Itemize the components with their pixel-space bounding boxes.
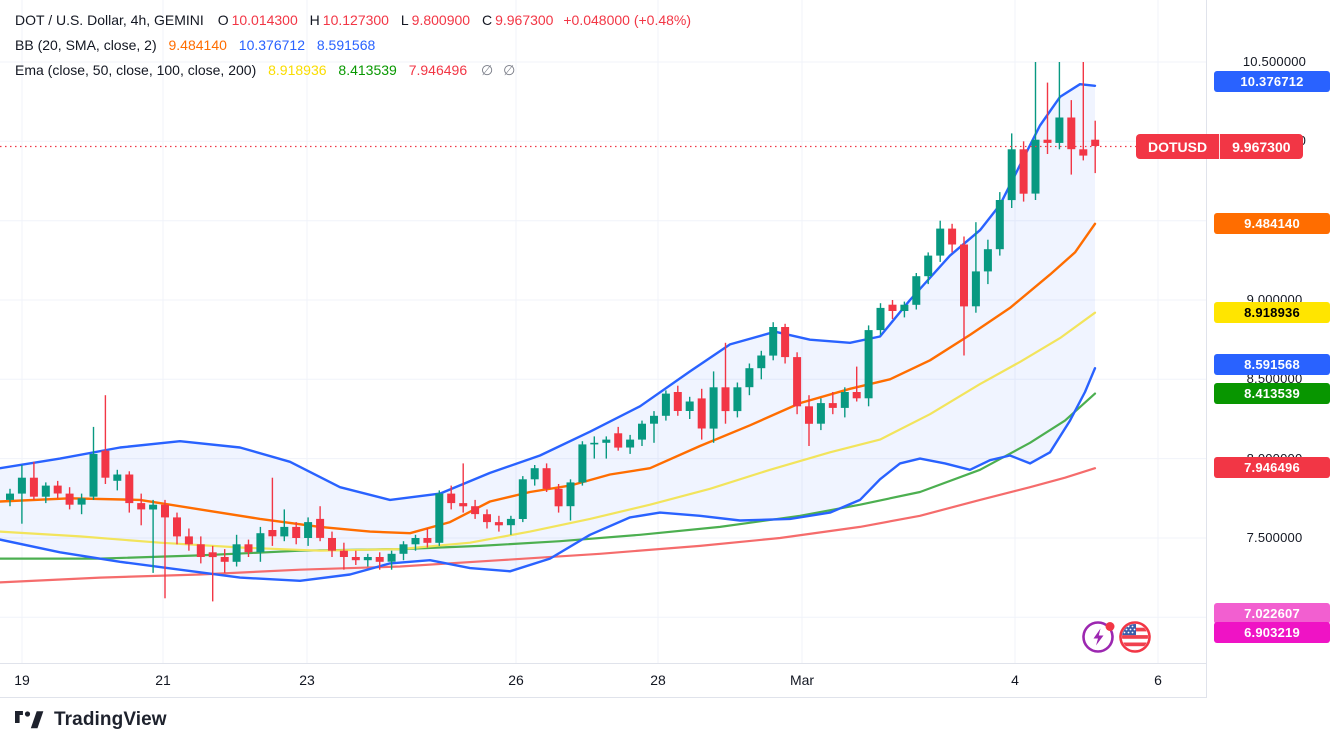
ema-label: Ema (close, 50, close, 100, close, 200)	[15, 62, 257, 78]
price-tick-label: 7.500000	[1246, 529, 1303, 545]
price-level-badge: 8.413539	[1214, 382, 1330, 404]
empty-set-icon: ∅	[481, 62, 494, 78]
price-level-badge: 6.903219	[1214, 622, 1330, 644]
high-value: 10.127300	[322, 12, 389, 28]
legend-symbol-row[interactable]: DOT / U.S. Dollar, 4h, GEMINI O 10.014300…	[15, 8, 694, 33]
high-label: H	[309, 12, 320, 28]
time-axis[interactable]: 19 21 23 26 28 Mar 4 6	[0, 663, 1206, 698]
chart-canvas[interactable]	[0, 0, 1206, 663]
price-level-badge: 9.484140	[1214, 212, 1330, 234]
us-flag-icon	[1119, 621, 1151, 653]
ema50-value: 8.918936	[268, 62, 327, 78]
bb-upper-value: 10.376712	[238, 37, 305, 53]
time-tick-label: 26	[508, 672, 524, 688]
time-tick-label: 23	[299, 672, 315, 688]
price-tick-label: 10.500000	[1242, 54, 1307, 69]
ema200-value: 7.946496	[408, 62, 468, 78]
price-level-badge: 8.591568	[1214, 354, 1330, 376]
close-value: 9.967300	[495, 12, 554, 28]
legend-ema-row[interactable]: Ema (close, 50, close, 100, close, 200) …	[15, 58, 694, 83]
open-value: 10.014300	[231, 12, 298, 28]
tradingview-wordmark: TradingView	[54, 709, 167, 730]
symbol-pair-icons	[1080, 617, 1153, 655]
price-level-badge: 7.946496	[1214, 456, 1330, 478]
close-label: C	[481, 12, 493, 28]
time-tick-label: 21	[155, 672, 171, 688]
tradingview-logo[interactable]: TradingView	[15, 709, 167, 731]
current-price-value: 9.967300	[1232, 138, 1291, 155]
time-tick-label: 6	[1154, 672, 1162, 688]
price-level-badge: 7.022607	[1214, 603, 1330, 625]
price-level-badge: 8.918936	[1214, 302, 1330, 324]
bb-basis-value: 9.484140	[168, 37, 227, 53]
low-label: L	[400, 12, 409, 28]
tradingview-glyph	[15, 710, 44, 728]
change-value: +0.048000 (+0.48%)	[563, 12, 692, 28]
legend-bb-row[interactable]: BB (20, SMA, close, 2) 9.484140 10.37671…	[15, 33, 694, 58]
bb-lower-value: 8.591568	[316, 37, 376, 53]
symbol-title: DOT / U.S. Dollar, 4h, GEMINI	[15, 12, 204, 28]
badge-divider	[1219, 134, 1221, 160]
symbol-label: DOTUSD	[1148, 138, 1208, 155]
price-axis[interactable]: 10.50000010.0000009.5000009.0000008.5000…	[1206, 0, 1341, 698]
open-label: O	[217, 12, 229, 28]
time-tick-label: 19	[14, 672, 30, 688]
chart-legend: DOT / U.S. Dollar, 4h, GEMINI O 10.014300…	[15, 8, 694, 83]
time-tick-label: Mar	[789, 672, 815, 688]
empty-set-icon: ∅	[503, 62, 516, 78]
current-price-badge: DOTUSD 9.967300	[1136, 134, 1303, 160]
time-tick-label: 28	[650, 672, 666, 688]
time-tick-label: 4	[1011, 672, 1019, 688]
ema100-value: 8.413539	[338, 62, 397, 78]
bb-label: BB (20, SMA, close, 2)	[15, 37, 157, 53]
lightning-icon	[1082, 621, 1115, 653]
price-level-badge: 10.376712	[1214, 71, 1330, 93]
low-value: 9.800900	[411, 12, 471, 28]
